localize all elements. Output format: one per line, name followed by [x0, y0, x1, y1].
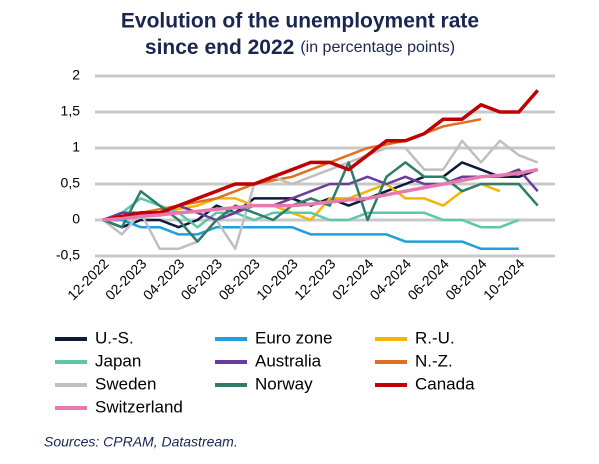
series-line	[103, 218, 519, 251]
chart-title: since end 2022	[145, 36, 294, 59]
y-tick-label: 1	[72, 139, 80, 155]
chart-title: Evolution of the unemployment rate	[121, 10, 479, 33]
legend-label: Euro zone	[255, 328, 333, 347]
y-tick-label: 0	[72, 211, 80, 227]
series-line	[102, 167, 539, 222]
legend-label: U.-S.	[95, 328, 134, 347]
legend-label: R.-U.	[415, 328, 455, 347]
legend-label: Canada	[415, 374, 475, 393]
legend-label: Norway	[255, 374, 313, 393]
legend-label: N.-Z.	[415, 351, 453, 370]
chart-title-line: since end 2022 (in percentage points)	[145, 36, 455, 59]
series-line	[102, 197, 520, 229]
y-tick-label: 0,5	[61, 175, 81, 191]
y-tick-label: -0,5	[56, 247, 80, 263]
legend-label: Japan	[95, 351, 141, 370]
series-line	[102, 139, 539, 251]
x-tick-label: 10-2024	[480, 255, 528, 303]
y-tick-label: 1,5	[61, 103, 81, 119]
chart-subtitle: (in percentage points)	[300, 39, 455, 56]
legend-label: Australia	[255, 351, 322, 370]
legend-label: Switzerland	[95, 397, 183, 416]
series-line	[102, 89, 540, 222]
y-tick-label: 2	[72, 67, 80, 83]
source: Sources: CPRAM, Datastream.	[44, 434, 238, 450]
legend-label: Sweden	[95, 374, 156, 393]
